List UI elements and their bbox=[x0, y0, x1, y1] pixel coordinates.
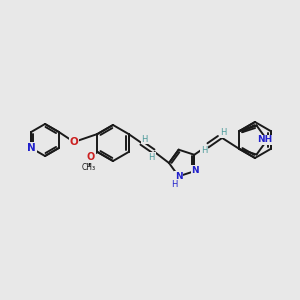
Text: N: N bbox=[27, 143, 35, 153]
Text: H: H bbox=[172, 180, 178, 189]
Text: N: N bbox=[175, 172, 182, 181]
Text: NH: NH bbox=[257, 136, 273, 145]
Text: CH₃: CH₃ bbox=[81, 163, 95, 172]
Text: H: H bbox=[148, 152, 155, 161]
Text: O: O bbox=[70, 137, 78, 147]
Text: O: O bbox=[86, 152, 94, 162]
Text: H: H bbox=[201, 146, 208, 155]
Text: H: H bbox=[220, 128, 226, 137]
Text: H: H bbox=[141, 134, 148, 143]
Text: N: N bbox=[191, 166, 199, 175]
